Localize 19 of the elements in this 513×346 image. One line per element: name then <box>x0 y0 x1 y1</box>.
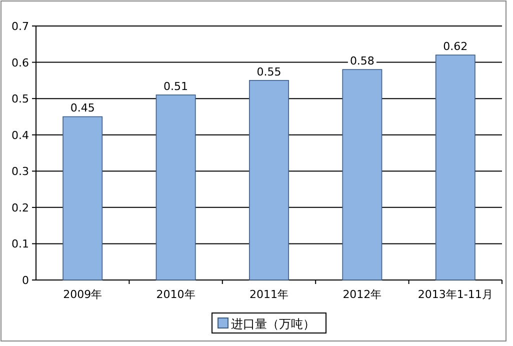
x-tick-label: 2013年1-11月 <box>418 288 493 301</box>
data-label: 0.45 <box>70 102 95 115</box>
y-tick-label: 0.1 <box>12 238 29 251</box>
y-tick-label: 0.7 <box>12 20 29 33</box>
x-tick-label: 2010年 <box>156 288 196 301</box>
y-tick-label: 0.4 <box>12 128 29 142</box>
legend-label: 进口量（万吨） <box>231 317 315 331</box>
y-tick-label: 0.2 <box>12 201 29 214</box>
x-tick-label: 2009年 <box>63 288 102 301</box>
data-label: 0.51 <box>164 80 188 93</box>
x-tick-label: 2011年 <box>250 288 288 301</box>
x-tick-label: 2012年 <box>342 288 382 301</box>
y-tick-label: 0.6 <box>12 56 29 70</box>
data-label: 0.62 <box>443 40 468 54</box>
data-label: 0.58 <box>350 54 374 68</box>
data-label: 0.55 <box>256 65 282 78</box>
y-tick-label: 0.3 <box>12 165 29 178</box>
y-tick-label: 0.5 <box>12 92 29 106</box>
y-tick-label: 0 <box>22 274 29 287</box>
